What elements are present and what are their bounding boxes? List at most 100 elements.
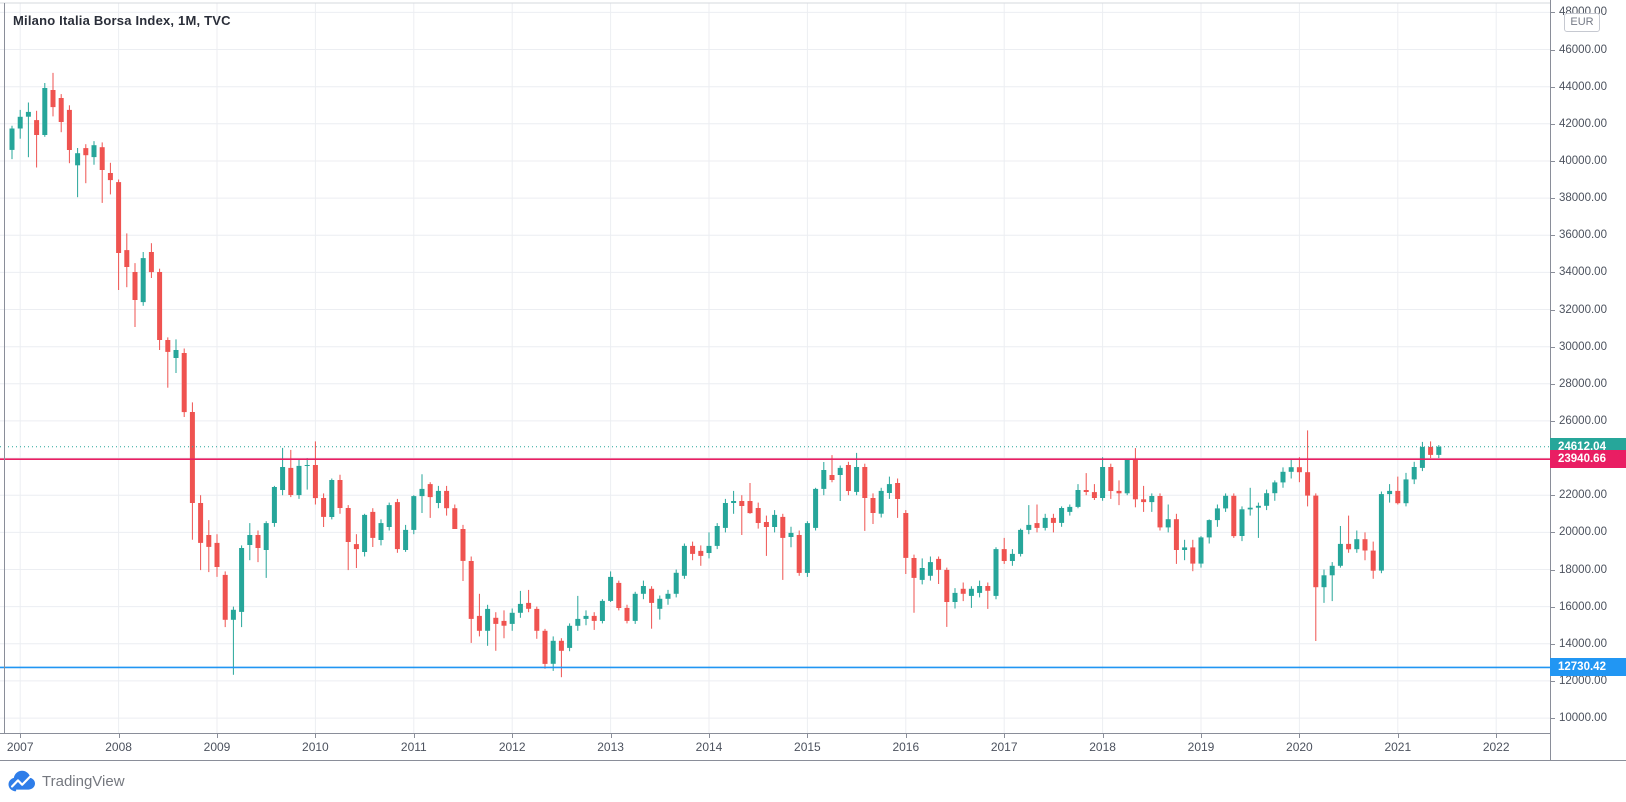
candle-body-2018-05 [1132,459,1138,500]
year-label-2017: 2017 [990,740,1018,754]
candle-body-2018-06 [1141,499,1147,503]
time-tick-dash [1201,734,1202,738]
candle-body-2016-02 [911,558,917,578]
candle-body-2011-08 [468,561,474,619]
candle-body-2012-07 [558,640,564,651]
price-tick-dash [1551,569,1555,571]
price-tick-label: 38000.00 [1559,192,1607,205]
price-tick-dash [1551,495,1555,497]
candle-body-2014-11 [788,532,794,537]
candle-body-2017-07 [1050,517,1056,523]
candle-body-2007-02 [25,111,31,117]
candle-body-2013-07 [657,598,663,609]
candle-body-2020-03 [1313,495,1319,588]
year-label-2020: 2020 [1286,740,1313,754]
candle-body-2014-03 [722,503,728,528]
candle-body-2011-12 [501,620,507,626]
chart-plot-area[interactable] [0,0,1550,733]
candle-body-2011-10 [485,608,491,631]
time-tick-dash [610,734,612,738]
price-tick-dash [1551,12,1555,14]
price-axis[interactable]: EUR 48000.0046000.0044000.0042000.004000… [1550,0,1626,760]
candle-body-2011-09 [476,615,482,631]
symbol-title[interactable]: Milano Italia Borsa Index, 1M, TVC [13,13,231,28]
candle-body-2009-09 [280,467,286,490]
candle-body-2021-06 [1436,446,1442,455]
candle-body-2020-02 [1305,472,1311,496]
candle-body-2013-06 [649,588,655,603]
year-label-2022: 2022 [1482,740,1510,754]
candlestick-chart [0,2,1550,733]
candle-body-2015-11 [886,484,892,493]
candle-body-2020-08 [1354,539,1360,550]
candle-body-2012-09 [575,618,581,626]
year-label-2010: 2010 [302,740,329,754]
candle-body-2016-09 [968,588,974,596]
candle-body-2016-01 [903,513,909,558]
candle-body-2008-09 [181,353,187,413]
price-label-badge: 23940.66 [1550,450,1626,469]
candle-body-2007-05 [50,90,56,108]
price-tick-dash [1551,49,1555,51]
price-tick-dash [1551,309,1555,311]
year-label-2015: 2015 [794,740,821,754]
candle-body-2014-05 [739,501,745,506]
time-tick-dash [709,734,710,738]
candle-body-2012-03 [526,602,532,609]
candle-body-2013-04 [632,593,638,621]
candle-body-2019-02 [1206,520,1212,538]
time-tick-dash [905,734,907,738]
candle-body-2007-04 [42,88,48,135]
candle-body-2014-12 [796,535,802,573]
axis-separator [0,760,1626,761]
candle-body-2013-11 [690,545,696,554]
price-tick-dash [1551,383,1555,385]
candle-body-2016-05 [936,558,942,570]
candle-body-2012-08 [567,625,573,648]
candle-body-2013-03 [624,607,630,621]
candle-body-2007-09 [83,148,89,156]
candle-body-2010-06 [353,544,359,550]
candle-body-2017-02 [1009,553,1015,561]
candle-body-2007-07 [66,109,72,150]
candle-body-2015-07 [854,467,860,492]
time-axis[interactable]: 2007 2008 2009 2010 2011 2012 2013 2014 2015 2016… [0,733,1550,761]
tradingview-logo[interactable]: TradingView [8,770,125,792]
candle-body-2019-04 [1223,495,1229,509]
candle-body-2012-01 [509,612,515,624]
candle-body-2019-11 [1280,471,1286,483]
candle-body-2017-09 [1067,506,1073,512]
candle-body-2011-05 [444,490,450,509]
candle-body-2012-10 [583,615,589,619]
candle-body-2017-04 [1026,524,1032,530]
candle-body-2019-07 [1247,507,1253,510]
candle-body-2017-12 [1091,492,1097,498]
candle-body-2008-02 [124,250,130,267]
candle-body-2015-12 [895,483,901,499]
candle-body-2018-12 [1190,547,1196,564]
candle-body-2020-10 [1370,550,1376,571]
candle-body-2013-09 [673,572,679,594]
candle-body-2015-01 [804,523,810,573]
candle-body-2018-09 [1165,519,1171,528]
candle-body-2019-09 [1264,493,1270,506]
candle-body-2008-06 [157,272,163,340]
candle-body-2008-01 [116,182,122,253]
candle-body-2010-04 [337,480,343,508]
candle-body-2014-04 [731,501,737,503]
candle-body-2017-06 [1042,517,1048,528]
time-tick-dash [413,734,415,738]
time-tick-dash [1299,734,1301,738]
candle-body-2016-07 [952,592,958,602]
candle-body-2018-10 [1173,519,1179,550]
candle-body-2019-01 [1198,537,1204,564]
price-tick-label: 46000.00 [1559,43,1607,56]
year-label-2018: 2018 [1089,740,1116,754]
price-tick-dash [1551,680,1555,682]
candle-body-2018-11 [1182,547,1188,550]
price-tick-label: 26000.00 [1559,414,1607,427]
candle-body-2009-06 [255,535,261,548]
currency-badge[interactable]: EUR [1564,13,1600,32]
candle-body-2018-03 [1116,490,1122,494]
candle-body-2012-12 [599,600,605,621]
